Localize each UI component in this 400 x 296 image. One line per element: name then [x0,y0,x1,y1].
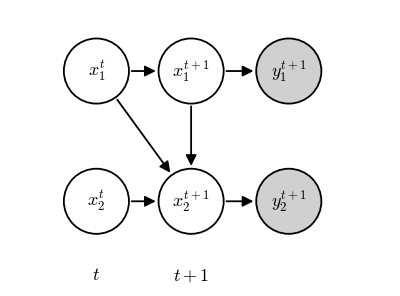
Circle shape [158,38,224,104]
Circle shape [256,169,321,234]
Circle shape [158,169,224,234]
Text: $y_2^{t+1}$: $y_2^{t+1}$ [271,189,307,214]
Text: $x_2^{t+1}$: $x_2^{t+1}$ [172,189,210,214]
Text: $y_1^{t+1}$: $y_1^{t+1}$ [271,58,307,84]
Text: $x_1^t$: $x_1^t$ [88,59,105,83]
Circle shape [64,38,129,104]
Text: $x_1^{t+1}$: $x_1^{t+1}$ [172,58,210,84]
Circle shape [256,38,321,104]
Text: $t$: $t$ [92,266,100,284]
Circle shape [64,169,129,234]
Text: $x_2^t$: $x_2^t$ [87,189,106,213]
Text: $t+1$: $t+1$ [173,266,209,284]
